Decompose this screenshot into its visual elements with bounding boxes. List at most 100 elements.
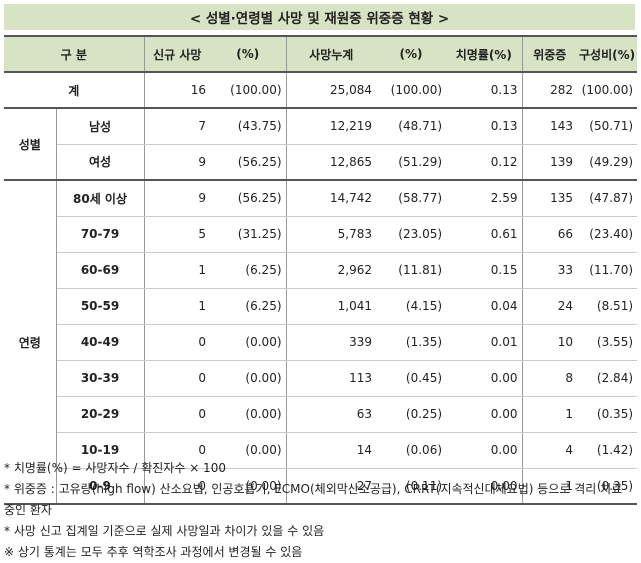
cell-cum: 113 (285, 360, 377, 397)
cell-cum: 14 (285, 432, 377, 469)
row-label: 60-69 (56, 252, 145, 289)
footnotes: * 치명률(%) = 사망자수 / 확진자수 × 100 * 위중증 : 고유량… (4, 458, 637, 563)
total-row: 계 16 (100.00) 25,084 (100.00) 0.13 282 (… (4, 72, 638, 109)
cell-cum: 12,219 (285, 108, 377, 145)
cell-cum: 1,041 (285, 288, 377, 325)
sex-row: 여성 9 (56.25) 12,865 (51.29) 0.12 139 (49.29) (4, 144, 638, 181)
age-row: 연령 80세 이상 9 (56.25) 14,742 (58.77) 2.59 135 (47.… (4, 180, 638, 505)
total-label: 계 (4, 72, 145, 109)
cell-severe-pct: (0.35) (577, 396, 638, 433)
cell-new-pct: (100.00) (210, 72, 287, 109)
cell-severe-pct: (0.35) (577, 468, 638, 505)
cell-cum-pct: (100.00) (376, 72, 447, 109)
cell-severe: 33 (521, 252, 578, 289)
header-fatality: 치명률(%) (446, 35, 523, 73)
cell-severe: 1 (521, 396, 578, 433)
cell-new: 9 (143, 144, 211, 181)
cell-severe-pct: (50.71) (577, 108, 638, 145)
sex-group-label: 성별 (4, 108, 57, 181)
cell-severe-pct: (23.40) (577, 216, 638, 253)
cell-severe: 4 (521, 432, 578, 469)
header-cum-deaths: 사망누계 (285, 35, 377, 73)
header-row: 구 분 신규 사망 (%) 사망누계 (%) 치명률(%) 위중증 구성비(%) (4, 35, 638, 73)
cell-cum: 63 (285, 396, 377, 433)
footnote-fatality: * 치명률(%) = 사망자수 / 확진자수 × 100 (4, 461, 226, 475)
cell-cum-pct: (58.77) (376, 180, 447, 217)
row-label: 50-59 (56, 288, 145, 325)
header-category: 구 분 (4, 35, 145, 73)
cell-severe: 10 (521, 324, 578, 361)
cell-new-pct: (6.25) (210, 288, 287, 325)
header-cum-deaths-pct: (%) (376, 35, 447, 73)
cell-cum-pct: (11.81) (376, 252, 447, 289)
cell-fatality: 2.59 (446, 180, 523, 217)
footnote-revision: ※ 상기 통계는 모두 추후 역학조사 과정에서 변경될 수 있음 (4, 545, 303, 559)
cell-cum: 5,783 (285, 216, 377, 253)
cell-severe: 139 (521, 144, 578, 181)
cell-fatality: 0.00 (446, 432, 523, 469)
cell-cum: 12,865 (285, 144, 377, 181)
cell-new: 7 (143, 108, 211, 145)
cell-severe-pct: (8.51) (577, 288, 638, 325)
cell-severe: 8 (521, 360, 578, 397)
age-row: 60-69 1 (6.25) 2,962 (11.81) 0.15 33 (11.70) (4, 252, 638, 289)
cell-new: 0 (143, 396, 211, 433)
cell-fatality: 0.13 (446, 108, 523, 145)
cell-fatality: 0.12 (446, 144, 523, 181)
cell-new-pct: (0.00) (210, 324, 287, 361)
age-row: 50-59 1 (6.25) 1,041 (4.15) 0.04 24 (8.51) (4, 288, 638, 325)
cell-new: 0 (143, 468, 211, 505)
cell-new: 9 (143, 180, 211, 217)
cell-new: 5 (143, 216, 211, 253)
cell-cum: 25,084 (285, 72, 377, 109)
row-label: 80세 이상 (56, 180, 145, 217)
row-label: 여성 (56, 144, 145, 181)
cell-severe-pct: (1.42) (577, 432, 638, 469)
cell-severe-pct: (100.00) (577, 72, 638, 109)
cell-fatality: 0.61 (446, 216, 523, 253)
cell-severe-pct: (47.87) (577, 180, 638, 217)
cell-cum-pct: (1.35) (376, 324, 447, 361)
cell-new-pct: (0.00) (210, 360, 287, 397)
cell-cum: 14,742 (285, 180, 377, 217)
age-row: 40-49 0 (0.00) 339 (1.35) 0.01 10 (3.55) (4, 324, 638, 361)
cell-cum-pct: (0.25) (376, 396, 447, 433)
cell-cum-pct: (0.45) (376, 360, 447, 397)
cell-new: 16 (143, 72, 211, 109)
row-label: 40-49 (56, 324, 145, 361)
cell-new: 0 (143, 324, 211, 361)
cell-fatality: 0.00 (446, 468, 523, 505)
header-severe: 위중증 (521, 35, 578, 73)
cell-fatality: 0.04 (446, 288, 523, 325)
footnote-severe-definition: * 위중증 : 고유량(high flow) 산소요법, 인공호흡기, ECMO… (4, 482, 623, 517)
cell-new: 0 (143, 432, 211, 469)
age-row: 70-79 5 (31.25) 5,783 (23.05) 0.61 66 (23.40) (4, 216, 638, 253)
cell-severe-pct: (3.55) (577, 324, 638, 361)
cell-new-pct: (6.25) (210, 252, 287, 289)
cell-severe: 135 (521, 180, 578, 217)
header-new-deaths: 신규 사망 (143, 35, 211, 73)
row-label: 70-79 (56, 216, 145, 253)
age-row: 10-19 0 (0.00) 14 (0.06) 0.00 4 (1.42) (4, 432, 638, 469)
cell-severe: 24 (521, 288, 578, 325)
cell-cum-pct: (23.05) (376, 216, 447, 253)
cell-cum: 2,962 (285, 252, 377, 289)
cell-severe-pct: (49.29) (577, 144, 638, 181)
row-label: 30-39 (56, 360, 145, 397)
cell-fatality: 0.00 (446, 396, 523, 433)
cell-cum-pct: (0.11) (376, 468, 447, 505)
cell-new-pct: (0.00) (210, 396, 287, 433)
cell-fatality: 0.15 (446, 252, 523, 289)
header-severe-ratio: 구성비(%) (577, 35, 638, 73)
cell-severe: 143 (521, 108, 578, 145)
cell-new-pct: (0.00) (210, 432, 287, 469)
cell-cum-pct: (51.29) (376, 144, 447, 181)
cell-new-pct: (56.25) (210, 180, 287, 217)
cell-cum-pct: (48.71) (376, 108, 447, 145)
cell-cum-pct: (4.15) (376, 288, 447, 325)
age-row: 20-29 0 (0.00) 63 (0.25) 0.00 1 (0.35) (4, 396, 638, 433)
cell-new: 0 (143, 360, 211, 397)
row-label: 남성 (56, 108, 145, 145)
cell-severe-pct: (2.84) (577, 360, 638, 397)
cell-severe-pct: (11.70) (577, 252, 638, 289)
